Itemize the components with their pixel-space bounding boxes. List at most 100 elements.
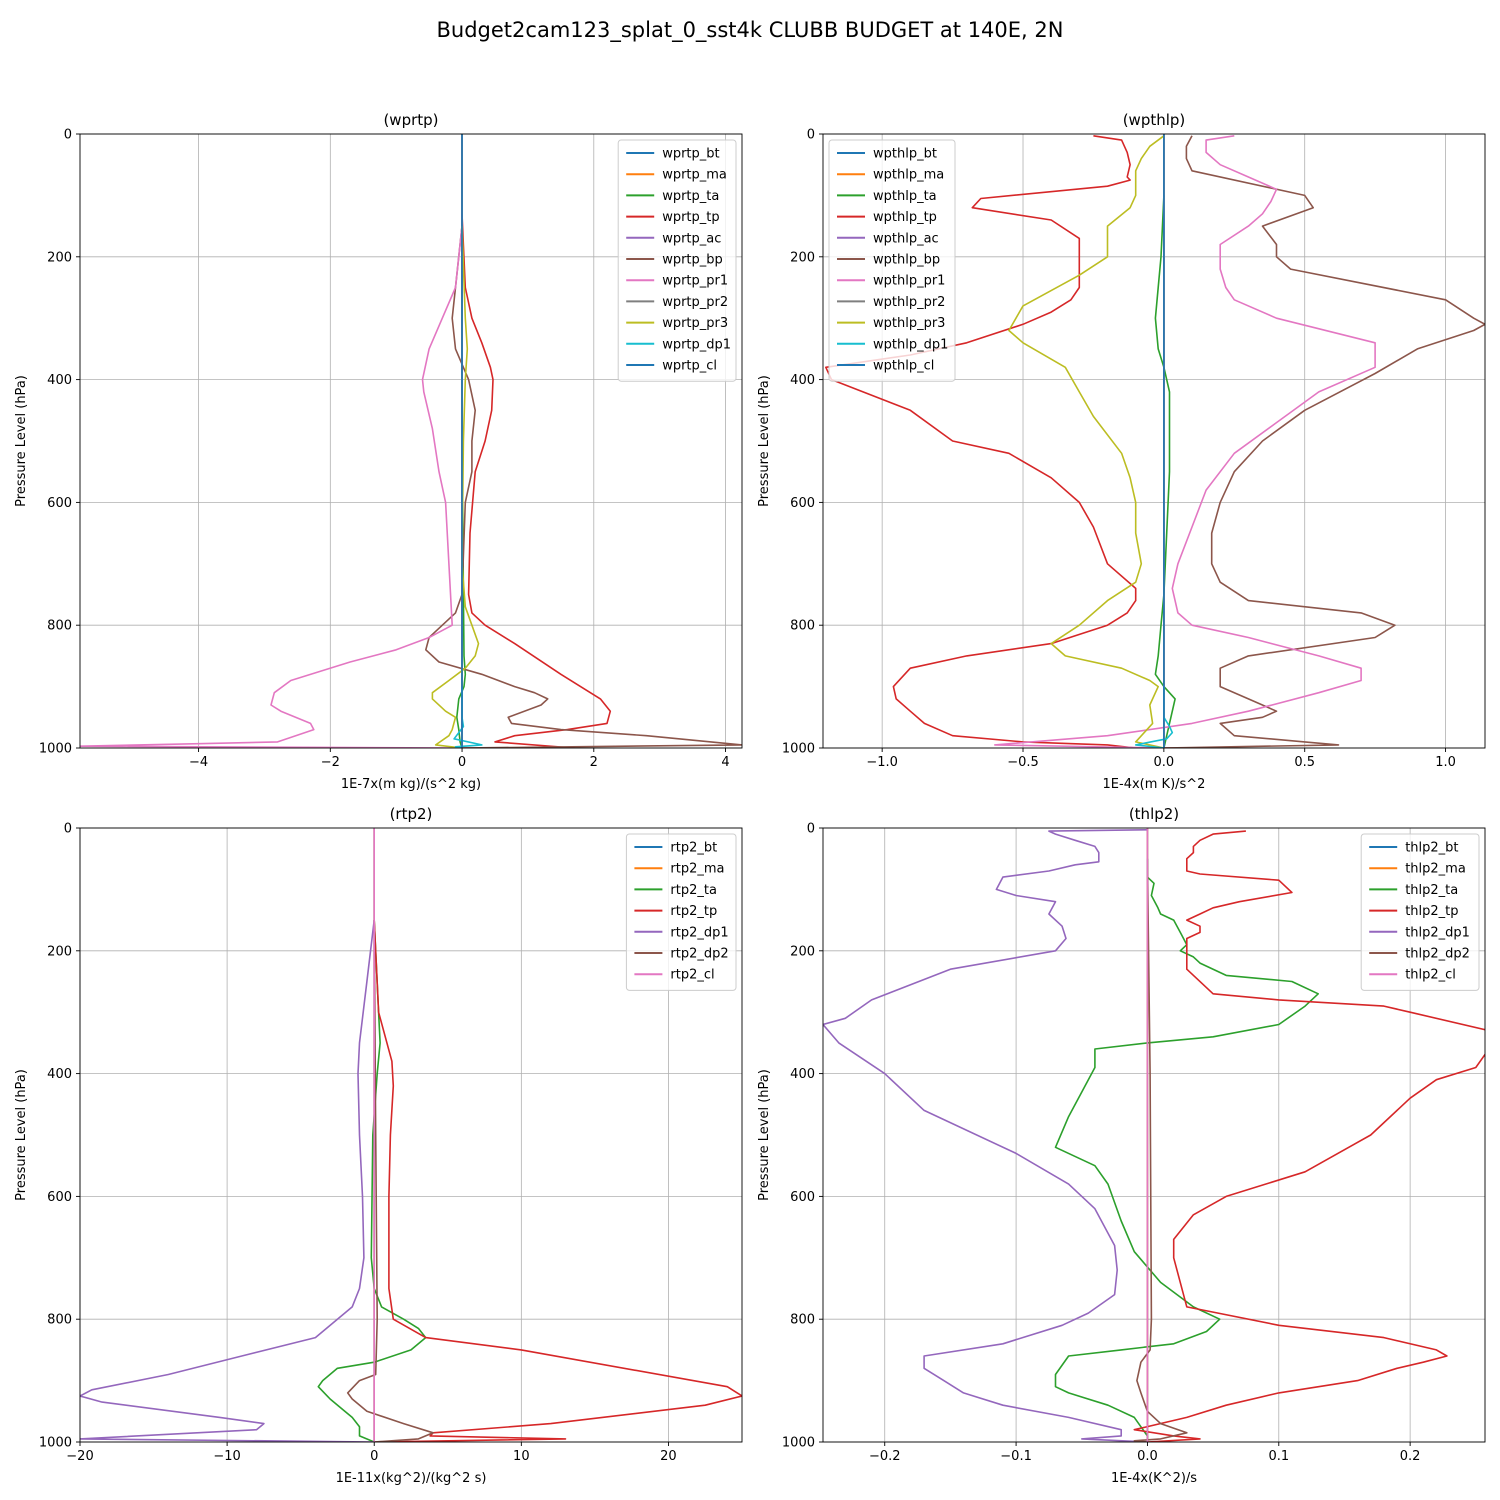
legend: thlp2_bt thlp2_ma thlp2_ta thlp2_tp thlp2_dp… [1360, 833, 1480, 991]
y-tick-label: 200 [790, 250, 815, 265]
x-tick-label: −0.1 [1000, 1449, 1032, 1464]
panel-1: −1.0 −0.5 0.0 0.5 1.0 0 200 400 600 800 1000 (wpthl… [757, 111, 1486, 792]
legend-entry: wprtp_dp1 [662, 337, 731, 352]
y-tick-label: 1000 [782, 742, 815, 757]
y-tick-label: 0 [807, 128, 815, 143]
x-tick-label: 2 [590, 755, 598, 770]
series-line-thlp2_tp [1133, 830, 1485, 1442]
legend-entry: rtp2_cl [670, 968, 714, 983]
legend-entry: thlp2_tp [1405, 904, 1458, 919]
plot-frame [79, 133, 743, 749]
x-tick-label: 0.0 [1154, 755, 1175, 770]
series-line-thlp2_dp2 [1133, 858, 1188, 1442]
legend-entry: wpthlp_cl [873, 359, 934, 374]
legend-entry: thlp2_ma [1405, 862, 1466, 877]
y-tick-label: 400 [47, 373, 72, 388]
y-axis-label: Pressure Level (hPa) [14, 1069, 29, 1201]
panel-3: −0.2 −0.1 0.0 0.1 0.2 0 200 400 600 800 1000 (thlp2… [757, 805, 1486, 1486]
panel-2: −20 −10 0 10 2002004006008001000(rtp2)1E-11x… [14, 805, 743, 1486]
legend-entry: wpthlp_bt [873, 147, 937, 162]
y-tick-label: 0 [807, 822, 815, 837]
legend-entry: rtp2_bt [670, 841, 717, 856]
legend-entry: rtp2_dp2 [670, 947, 728, 962]
panel-0: −4 −2 0 2 4 0 200 400 600 800 1000 (wprtp) 1E-7x(m k… [14, 111, 743, 792]
legend-entry: thlp2_dp2 [1405, 947, 1470, 962]
legend-entry: wpthlp_pr1 [873, 274, 945, 289]
x-tick-label: 0 [458, 755, 466, 770]
y-axis-label: Pressure Level (hPa) [14, 375, 29, 507]
legend-box [828, 139, 956, 382]
legend-entry: wpthlp_pr3 [873, 316, 945, 331]
series-line-rtp2_dp1 [80, 920, 375, 1442]
y-tick-label: 600 [47, 1190, 72, 1205]
x-axis-label: 1E-4x(K^2)/s [1111, 1471, 1197, 1486]
legend-entry: thlp2_ta [1405, 883, 1458, 898]
y-tick-label: 400 [47, 1067, 72, 1082]
legend-entry: rtp2_dp1 [670, 925, 728, 940]
y-tick-label: 0 [64, 822, 72, 837]
x-tick-label: −0.5 [1007, 755, 1039, 770]
legend-entry: wpthlp_pr2 [873, 295, 945, 310]
series-line-wpthlp_bp [1163, 135, 1485, 748]
panel-title: (wprtp) [383, 111, 438, 129]
y-tick-label: 800 [790, 619, 815, 634]
x-tick-label: 20 [660, 1449, 677, 1464]
legend-entry: wpthlp_bp [873, 253, 940, 268]
legend-entry: wprtp_tp [662, 210, 719, 225]
legend-entry: wprtp_ta [662, 189, 719, 204]
y-tick-label: 0 [64, 128, 72, 143]
legend-entry: wpthlp_dp1 [873, 337, 948, 352]
series-line-wprtp_pr1 [80, 226, 463, 748]
x-tick-label: −0.2 [869, 1449, 901, 1464]
legend-entry: wprtp_cl [662, 359, 717, 374]
legend-entry: wprtp_pr2 [662, 295, 728, 310]
series-line-wpthlp_pr3 [1008, 135, 1165, 748]
panel-title: (rtp2) [390, 805, 433, 823]
y-tick-label: 800 [47, 1313, 72, 1328]
y-tick-label: 400 [790, 1067, 815, 1082]
legend-entry: wprtp_pr1 [662, 274, 728, 289]
y-tick-label: 1000 [39, 742, 72, 757]
x-axis-label: 1E-4x(m K)/s^2 [1103, 777, 1206, 792]
y-axis-label: Pressure Level (hPa) [757, 1069, 772, 1201]
plot-frame [79, 827, 743, 1443]
figure-title: Budget2cam123_splat_0_sst4k CLUBB BUDGET… [437, 18, 1064, 43]
x-tick-label: −20 [66, 1449, 93, 1464]
y-tick-label: 200 [47, 250, 72, 265]
legend-entry: thlp2_bt [1405, 841, 1458, 856]
series-line-wprtp_pr3 [431, 226, 480, 748]
legend-entry: wprtp_ac [662, 231, 721, 246]
series-line-thlp2_dp1 [823, 829, 1148, 1442]
x-tick-label: −2 [321, 755, 340, 770]
y-tick-label: 1000 [39, 1436, 72, 1451]
legend-entry: wprtp_ma [662, 168, 727, 183]
legend: rtp2_bt rtp2_ma rtp2_ta rtp2_tp rtp2_dp1 rtp2… [625, 833, 737, 991]
legend-box [625, 833, 737, 991]
series-line-wpthlp_tp [824, 135, 1213, 748]
legend-entry: wpthlp_ma [873, 168, 944, 183]
x-tick-label: 0 [370, 1449, 378, 1464]
x-tick-label: 1.0 [1435, 755, 1456, 770]
x-tick-label: −4 [189, 755, 208, 770]
legend-entry: thlp2_dp1 [1405, 925, 1470, 940]
x-tick-label: −1.0 [866, 755, 898, 770]
series-line-thlp2_ta [1054, 858, 1319, 1442]
series-line-wpthlp_ta [1154, 195, 1176, 748]
x-axis-label: 1E-11x(kg^2)/(kg^2 s) [336, 1471, 487, 1486]
y-tick-label: 1000 [782, 1436, 815, 1451]
plot-frame [822, 827, 1486, 1443]
legend-entry: wpthlp_tp [873, 210, 937, 225]
y-tick-label: 800 [790, 1313, 815, 1328]
x-tick-label: 0.1 [1268, 1449, 1289, 1464]
x-tick-label: 10 [513, 1449, 530, 1464]
legend-entry: wpthlp_ac [873, 231, 939, 246]
legend: wpthlp_bt wpthlp_ma wpthlp_ta wpthlp_tpwpth… [828, 139, 956, 382]
legend-entry: thlp2_cl [1405, 968, 1456, 983]
y-tick-label: 600 [790, 496, 815, 511]
x-tick-label: −10 [213, 1449, 240, 1464]
plot-frame [822, 133, 1486, 749]
series-line-wprtp_tp [461, 213, 612, 748]
x-tick-label: 0.2 [1400, 1449, 1421, 1464]
y-tick-label: 800 [47, 619, 72, 634]
